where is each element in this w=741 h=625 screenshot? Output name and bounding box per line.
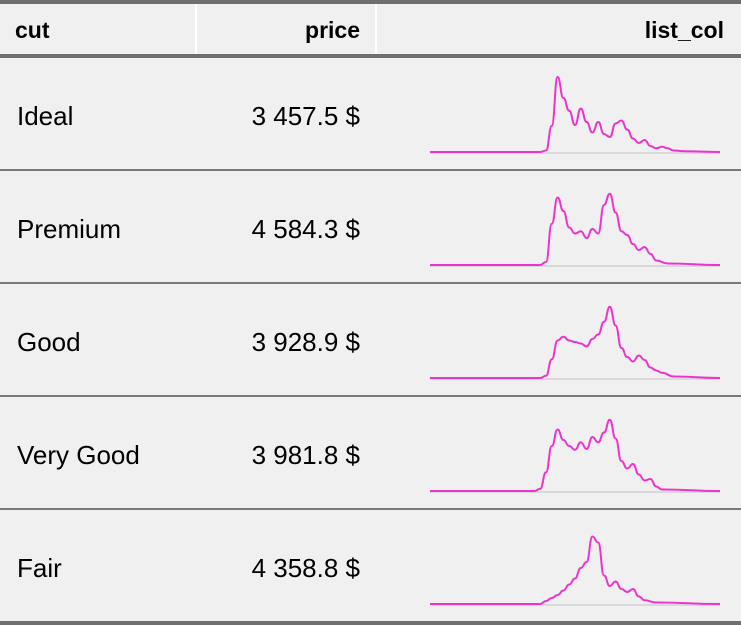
cut-cell: Premium [17,214,122,244]
table-row: Very Good 3 981.8 $ [0,397,741,508]
cut-cell: Ideal [17,101,74,131]
price-cell: 3 457.5 $ [251,101,360,131]
price-cell: 4 358.8 $ [251,553,360,583]
sparkline [430,305,720,380]
sparkline [430,76,720,154]
table-row: Good 3 928.9 $ [0,284,741,395]
price-cell: 4 584.3 $ [251,214,360,244]
sparkline-density-line [430,418,720,492]
table-row: Fair 4 358.8 $ [0,510,741,621]
table-header-row: cut price list_col [0,4,741,54]
row-divider [0,169,741,171]
row-divider [0,395,741,397]
cut-cell: Very Good [17,440,140,470]
price-cell: 3 928.9 $ [251,327,360,357]
sparkline-density-line [430,305,720,379]
table-top-rule [0,0,741,4]
header-column-divider [195,4,197,54]
sparkline-density-line [430,192,720,266]
row-divider [0,282,741,284]
table-row: Ideal 3 457.5 $ [0,58,741,169]
sparkline [430,535,720,606]
header-cut: cut [15,17,50,43]
price-cell: 3 981.8 $ [251,440,360,470]
table-bottom-rule [0,621,741,625]
header-column-divider [375,4,377,54]
header-list-col: list_col [644,17,724,43]
sparkline [430,418,720,493]
header-price: price [305,17,360,43]
sparkline-density-line [430,76,720,153]
cut-cell: Good [17,327,81,357]
table-header-rule [0,54,741,58]
sparkline [430,192,720,267]
row-divider [0,508,741,510]
table-row: Premium 4 584.3 $ [0,171,741,282]
sparkline-density-line [430,535,720,605]
cut-cell: Fair [17,553,62,583]
